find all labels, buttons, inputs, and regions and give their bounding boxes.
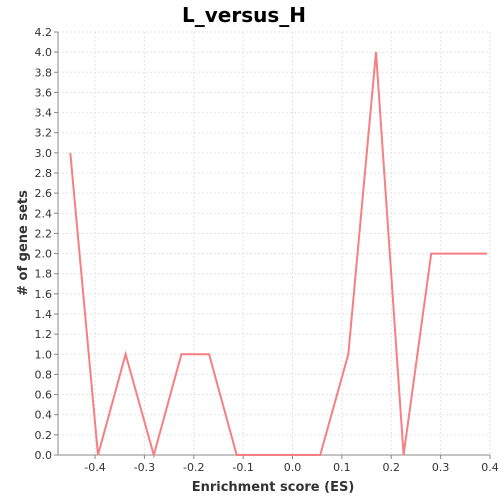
y-tick-label: 3.2 — [35, 127, 53, 140]
y-tick-label: 3.4 — [35, 107, 53, 120]
y-tick-label: 4.0 — [35, 46, 53, 59]
y-tick-label: 1.4 — [35, 308, 53, 321]
y-tick-label: 0.4 — [35, 409, 53, 422]
series-layer — [69, 52, 487, 459]
y-tick-label: 3.8 — [35, 66, 53, 79]
y-tick-label: 0.2 — [35, 429, 53, 442]
y-tick-label: 2.6 — [35, 187, 53, 200]
x-tick-label: -0.3 — [134, 461, 155, 474]
x-tick-label: 0.2 — [383, 461, 401, 474]
y-tick-label: 1.8 — [35, 268, 53, 281]
y-tick-label: 3.6 — [35, 86, 53, 99]
y-tick-label: 2.4 — [35, 207, 53, 220]
x-axis-label: Enrichment score (ES) — [192, 480, 355, 495]
x-tick-label: -0.1 — [232, 461, 253, 474]
y-tick-label: 3.0 — [35, 147, 53, 160]
x-tick-label: 0.1 — [333, 461, 351, 474]
y-tick-label: 0.6 — [35, 389, 53, 402]
x-tick-label: -0.2 — [183, 461, 204, 474]
y-tick-label: 2.0 — [35, 248, 53, 261]
y-tick-label: 0.0 — [35, 449, 53, 462]
y-tick-label: 1.0 — [35, 348, 53, 361]
x-tick-label: -0.4 — [84, 461, 105, 474]
y-tick-label: 4.2 — [35, 26, 53, 39]
y-tick-label: 2.2 — [35, 227, 53, 240]
y-axis-label: # of gene sets — [16, 190, 31, 296]
x-tick-label: 0.4 — [481, 461, 499, 474]
grid — [58, 31, 491, 456]
chart-title: L_versus_H — [182, 3, 306, 27]
x-tick-label: 0.3 — [432, 461, 450, 474]
y-tick-label: 0.8 — [35, 368, 53, 381]
y-tick-label: 1.6 — [35, 288, 53, 301]
series-line — [69, 52, 487, 459]
axes: 0.0 0.2 0.4 0.6 0.8 1.0 1.2 1.4 1.6 1.8 2.0 2.2 2.4 2… — [35, 26, 499, 474]
y-tick-label: 2.8 — [35, 167, 53, 180]
x-tick-label: 0.0 — [284, 461, 302, 474]
y-tick-label: 1.2 — [35, 328, 53, 341]
